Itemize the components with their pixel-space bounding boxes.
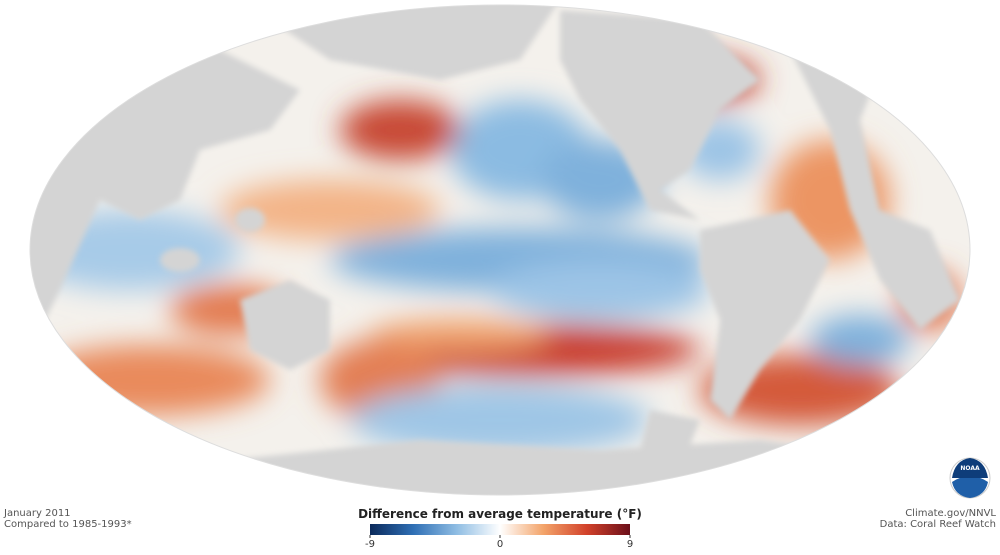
- scale-tick-label: -9: [365, 539, 375, 550]
- scale-tick-label: 9: [627, 539, 633, 550]
- credit-data: Data: Coral Reef Watch: [880, 519, 996, 530]
- world-map: [30, 5, 970, 495]
- caption-date: January 2011: [3, 508, 71, 519]
- legend-title: Difference from average temperature (°F): [358, 507, 642, 521]
- color-scale: [370, 524, 630, 535]
- scale-tick-label: 0: [497, 539, 503, 550]
- noaa-logo: NOAA: [949, 457, 991, 499]
- credit-source: Climate.gov/NNVL: [905, 508, 996, 519]
- globe-outline: [29, 4, 971, 496]
- caption-baseline: Compared to 1985-1993*: [4, 519, 132, 530]
- logo-text: NOAA: [960, 465, 980, 472]
